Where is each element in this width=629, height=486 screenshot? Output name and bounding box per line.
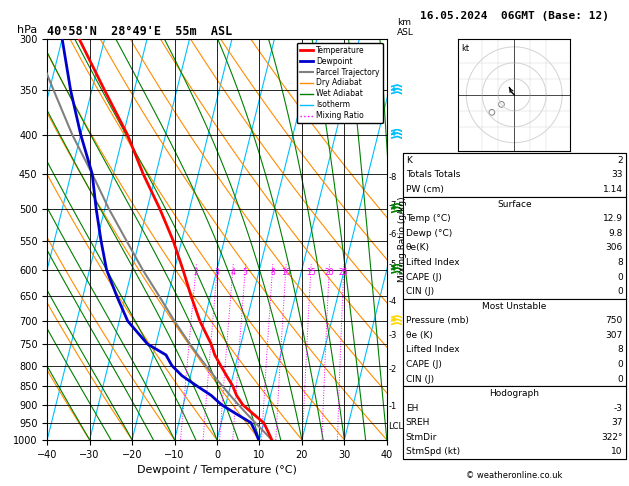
Text: 0: 0 xyxy=(617,273,623,281)
Text: 15: 15 xyxy=(306,268,316,277)
Text: CIN (J): CIN (J) xyxy=(406,375,434,383)
Text: Hodograph: Hodograph xyxy=(489,389,539,398)
Text: 10: 10 xyxy=(611,448,623,456)
Text: ✦: ✦ xyxy=(390,204,398,214)
Text: K: K xyxy=(406,156,411,165)
Text: ✦: ✦ xyxy=(390,130,398,139)
Text: -5: -5 xyxy=(389,260,397,269)
Text: ✦: ✦ xyxy=(390,316,398,326)
Text: © weatheronline.co.uk: © weatheronline.co.uk xyxy=(466,471,562,480)
Text: Temp (°C): Temp (°C) xyxy=(406,214,450,223)
Text: ✦: ✦ xyxy=(390,265,398,275)
Text: 9.8: 9.8 xyxy=(608,229,623,238)
Text: StmSpd (kt): StmSpd (kt) xyxy=(406,448,460,456)
Text: θe(K): θe(K) xyxy=(406,243,430,252)
Text: 307: 307 xyxy=(606,331,623,340)
Text: LCL: LCL xyxy=(389,422,404,431)
Text: Surface: Surface xyxy=(497,200,532,208)
Text: 0: 0 xyxy=(617,287,623,296)
Text: 2: 2 xyxy=(617,156,623,165)
Text: 8: 8 xyxy=(617,346,623,354)
Text: -2: -2 xyxy=(389,365,397,374)
Text: 10: 10 xyxy=(281,268,291,277)
Text: hPa: hPa xyxy=(16,25,37,35)
Text: 12.9: 12.9 xyxy=(603,214,623,223)
Text: 322°: 322° xyxy=(601,433,623,442)
Text: -6: -6 xyxy=(389,230,398,239)
Text: -3: -3 xyxy=(389,330,398,340)
Text: 40°58'N  28°49'E  55m  ASL: 40°58'N 28°49'E 55m ASL xyxy=(47,25,233,38)
Text: EH: EH xyxy=(406,404,418,413)
Text: -8: -8 xyxy=(389,173,398,182)
Text: 0: 0 xyxy=(617,360,623,369)
Text: -3: -3 xyxy=(614,404,623,413)
Text: θe (K): θe (K) xyxy=(406,331,433,340)
Text: 1.14: 1.14 xyxy=(603,185,623,194)
Text: -4: -4 xyxy=(389,297,397,306)
X-axis label: Dewpoint / Temperature (°C): Dewpoint / Temperature (°C) xyxy=(137,465,297,475)
Text: -1: -1 xyxy=(389,402,397,411)
Legend: Temperature, Dewpoint, Parcel Trajectory, Dry Adiabat, Wet Adiabat, Isotherm, Mi: Temperature, Dewpoint, Parcel Trajectory… xyxy=(297,43,383,123)
Text: StmDir: StmDir xyxy=(406,433,437,442)
Text: 8: 8 xyxy=(270,268,275,277)
Text: 37: 37 xyxy=(611,418,623,427)
Text: CAPE (J): CAPE (J) xyxy=(406,273,442,281)
Text: -7: -7 xyxy=(389,201,398,210)
Text: 16.05.2024  06GMT (Base: 12): 16.05.2024 06GMT (Base: 12) xyxy=(420,11,609,21)
Text: Lifted Index: Lifted Index xyxy=(406,346,459,354)
Text: 8: 8 xyxy=(617,258,623,267)
Text: 750: 750 xyxy=(606,316,623,325)
Text: SREH: SREH xyxy=(406,418,430,427)
Text: Mixing Ratio (g/kg): Mixing Ratio (g/kg) xyxy=(398,196,407,282)
Text: CIN (J): CIN (J) xyxy=(406,287,434,296)
Text: 2: 2 xyxy=(194,268,198,277)
Text: 20: 20 xyxy=(325,268,334,277)
Text: Lifted Index: Lifted Index xyxy=(406,258,459,267)
Text: CAPE (J): CAPE (J) xyxy=(406,360,442,369)
Text: km
ASL: km ASL xyxy=(397,18,414,37)
Text: Dewp (°C): Dewp (°C) xyxy=(406,229,452,238)
Text: 33: 33 xyxy=(611,171,623,179)
Text: Pressure (mb): Pressure (mb) xyxy=(406,316,469,325)
Text: 306: 306 xyxy=(606,243,623,252)
Text: Most Unstable: Most Unstable xyxy=(482,302,547,311)
Text: 3: 3 xyxy=(214,268,220,277)
Text: 5: 5 xyxy=(243,268,248,277)
Text: PW (cm): PW (cm) xyxy=(406,185,443,194)
Text: 4: 4 xyxy=(230,268,235,277)
Text: kt: kt xyxy=(462,44,470,52)
Text: Totals Totals: Totals Totals xyxy=(406,171,460,179)
Text: ✦: ✦ xyxy=(390,85,398,95)
Text: 25: 25 xyxy=(339,268,348,277)
Text: 0: 0 xyxy=(617,375,623,383)
